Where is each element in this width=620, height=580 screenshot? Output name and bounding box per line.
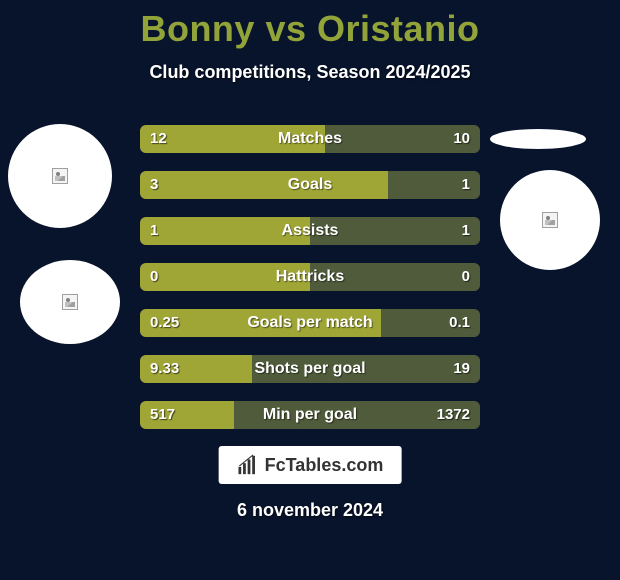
stat-value-left: 0.25 xyxy=(140,309,189,337)
stat-label: Matches xyxy=(140,125,480,153)
stat-label: Assists xyxy=(140,217,480,245)
stat-label: Goals per match xyxy=(140,309,480,337)
stat-value-left: 517 xyxy=(140,401,185,429)
comparison-bars: Matches1210Goals31Assists11Hattricks00Go… xyxy=(140,125,480,429)
branding-text: FcTables.com xyxy=(265,455,384,476)
page-subtitle: Club competitions, Season 2024/2025 xyxy=(0,62,620,83)
player-left-photo xyxy=(8,124,112,228)
stat-row: Shots per goal9.33 19 xyxy=(140,355,480,383)
branding-badge: FcTables.com xyxy=(219,446,402,484)
stat-value-right: 19 xyxy=(443,355,480,383)
stat-value-right: 0.1 xyxy=(439,309,480,337)
stat-value-right: 10 xyxy=(443,125,480,153)
placeholder-icon xyxy=(62,294,78,310)
stat-value-right: 1 xyxy=(452,217,480,245)
stat-row: Min per goal5171372 xyxy=(140,401,480,429)
stat-row: Goals3 1 xyxy=(140,171,480,199)
stat-value-left: 9.33 xyxy=(140,355,189,383)
stat-label: Shots per goal xyxy=(140,355,480,383)
stat-label: Goals xyxy=(140,171,480,199)
player-right-photo xyxy=(500,170,600,270)
stat-value-left: 1 xyxy=(140,217,168,245)
placeholder-icon xyxy=(52,168,68,184)
stat-row: Hattricks0 0 xyxy=(140,263,480,291)
page-title: Bonny vs Oristanio xyxy=(0,8,620,50)
placeholder-icon xyxy=(542,212,558,228)
stat-row: Matches12 10 xyxy=(140,125,480,153)
stat-value-left: 0 xyxy=(140,263,168,291)
stat-value-left: 3 xyxy=(140,171,168,199)
stat-label: Hattricks xyxy=(140,263,480,291)
club-left-logo xyxy=(20,260,120,344)
stat-value-right: 1372 xyxy=(427,401,480,429)
ellipse-right xyxy=(490,129,586,149)
stat-value-right: 0 xyxy=(452,263,480,291)
chart-icon xyxy=(237,454,259,476)
stat-row: Goals per match0.25 0.1 xyxy=(140,309,480,337)
stat-row: Assists1 1 xyxy=(140,217,480,245)
generated-date: 6 november 2024 xyxy=(0,500,620,521)
stat-value-left: 12 xyxy=(140,125,177,153)
stat-value-right: 1 xyxy=(452,171,480,199)
